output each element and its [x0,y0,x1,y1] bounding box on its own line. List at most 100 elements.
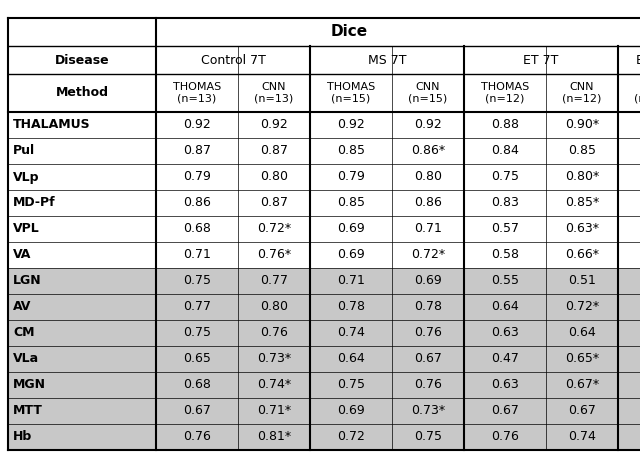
Text: VLp: VLp [13,170,40,183]
Text: 0.63: 0.63 [491,379,519,391]
Text: 0.92: 0.92 [183,119,211,131]
Text: 0.85*: 0.85* [565,197,599,209]
Text: Control 7T: Control 7T [200,53,266,67]
Text: 0.72*: 0.72* [411,249,445,261]
Text: 0.83: 0.83 [491,197,519,209]
Text: 0.80: 0.80 [414,170,442,183]
Text: 0.90*: 0.90* [565,119,599,131]
Text: 0.71*: 0.71* [257,405,291,418]
Text: 0.73*: 0.73* [411,405,445,418]
Text: Method: Method [56,87,109,100]
Bar [8,346,640,372]
Text: 0.77: 0.77 [183,300,211,313]
Text: 0.85: 0.85 [337,197,365,209]
Text: 0.76: 0.76 [414,327,442,339]
Text: 0.47: 0.47 [491,352,519,366]
Text: 0.78: 0.78 [414,300,442,313]
Text: 0.55: 0.55 [491,275,519,288]
Text: CNN
(n=15): CNN (n=15) [408,82,447,104]
Text: 0.76*: 0.76* [257,249,291,261]
Bar [8,268,640,294]
Text: 0.92: 0.92 [414,119,442,131]
Text: THOMAS
(n=15): THOMAS (n=15) [327,82,375,104]
Text: Disease: Disease [54,53,109,67]
Text: 0.65: 0.65 [183,352,211,366]
Text: 0.67: 0.67 [414,352,442,366]
Text: VLa: VLa [13,352,39,366]
Text: MD-Pf: MD-Pf [13,197,56,209]
Text: 0.69: 0.69 [337,249,365,261]
Bar [8,398,640,424]
Text: 0.87: 0.87 [260,197,288,209]
Text: 0.67: 0.67 [491,405,519,418]
Text: CM: CM [13,327,35,339]
Text: 0.74: 0.74 [568,430,596,443]
Text: 0.92: 0.92 [260,119,288,131]
Text: MS 7T: MS 7T [368,53,406,67]
Text: 0.75: 0.75 [491,170,519,183]
Text: 0.72*: 0.72* [565,300,599,313]
Text: 0.68: 0.68 [183,379,211,391]
Text: 0.80: 0.80 [260,170,288,183]
Text: VPL: VPL [13,222,40,236]
Text: 0.66*: 0.66* [565,249,599,261]
Text: 0.68: 0.68 [183,222,211,236]
Text: 0.84: 0.84 [491,145,519,158]
Text: 0.72: 0.72 [337,430,365,443]
Text: 0.63: 0.63 [491,327,519,339]
Text: 0.71: 0.71 [183,249,211,261]
Text: Dice: Dice [330,24,367,39]
Text: 0.79: 0.79 [183,170,211,183]
Text: 0.57: 0.57 [491,222,519,236]
Text: 0.87: 0.87 [183,145,211,158]
Text: 0.76: 0.76 [183,430,211,443]
Text: 0.74: 0.74 [337,327,365,339]
Text: 0.85: 0.85 [337,145,365,158]
Text: MTT: MTT [13,405,43,418]
Text: CNN
(n=12): CNN (n=12) [634,82,640,104]
Text: 0.76: 0.76 [491,430,519,443]
Text: 0.76: 0.76 [260,327,288,339]
Text: 0.81*: 0.81* [257,430,291,443]
Text: 0.69: 0.69 [337,405,365,418]
Text: 0.74*: 0.74* [257,379,291,391]
Text: 0.75: 0.75 [414,430,442,443]
Text: 0.58: 0.58 [491,249,519,261]
Text: ET 3T: ET 3T [636,53,640,67]
Text: 0.65*: 0.65* [565,352,599,366]
Bar [8,372,640,398]
Text: 0.88: 0.88 [491,119,519,131]
Text: Hb: Hb [13,430,32,443]
Bar [8,294,640,320]
Text: 0.73*: 0.73* [257,352,291,366]
Text: 0.80*: 0.80* [565,170,599,183]
Text: 0.67*: 0.67* [565,379,599,391]
Text: 0.71: 0.71 [337,275,365,288]
Text: 0.63*: 0.63* [565,222,599,236]
Text: THOMAS
(n=12): THOMAS (n=12) [481,82,529,104]
Text: 0.86: 0.86 [183,197,211,209]
Text: THALAMUS: THALAMUS [13,119,91,131]
Text: 0.64: 0.64 [337,352,365,366]
Text: 0.64: 0.64 [568,327,596,339]
Text: 0.77: 0.77 [260,275,288,288]
Bar [8,320,640,346]
Text: ET 7T: ET 7T [524,53,559,67]
Text: CNN
(n=12): CNN (n=12) [563,82,602,104]
Text: 0.79: 0.79 [337,170,365,183]
Text: 0.80: 0.80 [260,300,288,313]
Text: 0.75: 0.75 [337,379,365,391]
Text: 0.75: 0.75 [183,327,211,339]
Text: 0.86: 0.86 [414,197,442,209]
Text: 0.75: 0.75 [183,275,211,288]
Text: 0.67: 0.67 [183,405,211,418]
Text: THOMAS
(n=13): THOMAS (n=13) [173,82,221,104]
Text: VA: VA [13,249,31,261]
Text: 0.67: 0.67 [568,405,596,418]
Text: 0.69: 0.69 [337,222,365,236]
Text: 0.85: 0.85 [568,145,596,158]
Bar [8,424,640,450]
Text: LGN: LGN [13,275,42,288]
Text: CNN
(n=13): CNN (n=13) [254,82,294,104]
Text: MGN: MGN [13,379,46,391]
